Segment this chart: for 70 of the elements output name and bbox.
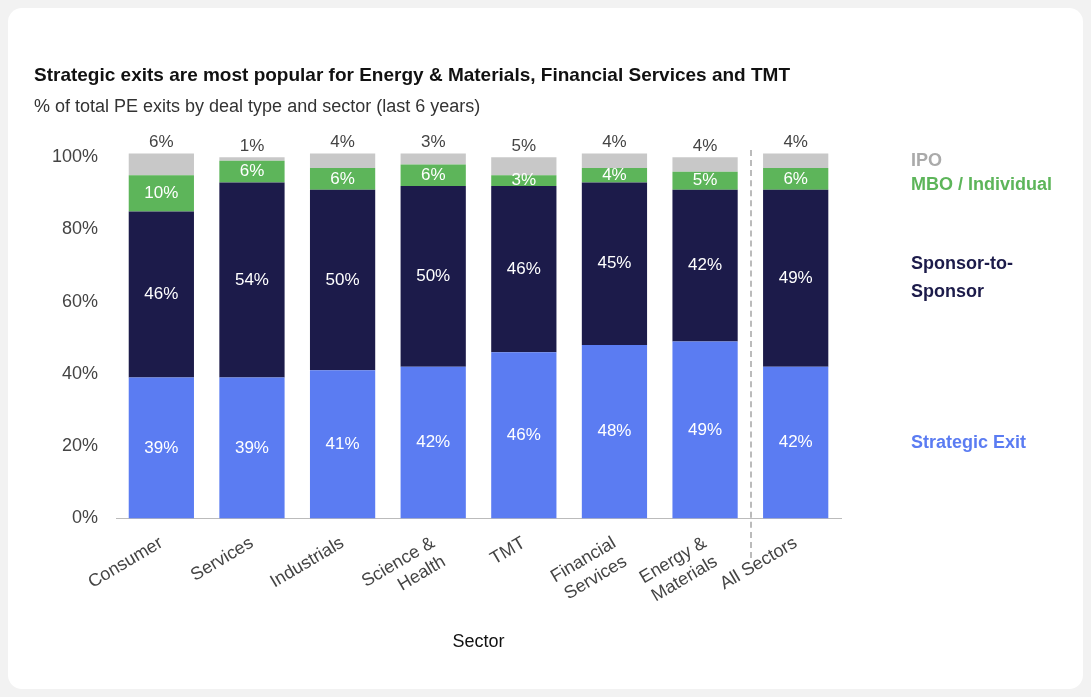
data-label: 3% xyxy=(420,132,446,152)
data-label: 4% xyxy=(692,135,718,155)
data-label: 54% xyxy=(234,269,269,289)
chart-title: Strategic exits are most popular for Energy & Materials, Financial Services and TMT xyxy=(34,64,791,86)
bar xyxy=(581,345,648,519)
bar xyxy=(400,186,466,367)
data-label: 4% xyxy=(602,164,627,184)
x-tick-label: TMT xyxy=(486,532,529,569)
data-label: 1% xyxy=(239,135,265,155)
data-label: 50% xyxy=(416,266,451,286)
bar xyxy=(491,186,557,353)
y-tick-label: 40% xyxy=(62,362,99,383)
data-label: 42% xyxy=(778,432,813,452)
bar xyxy=(309,370,376,519)
data-label: 49% xyxy=(778,267,813,287)
text: MBO / Individual xyxy=(911,173,1053,194)
data-label: 46% xyxy=(506,258,541,278)
data-label: 46% xyxy=(144,284,179,304)
data-label: 5% xyxy=(692,170,718,190)
bar xyxy=(763,189,829,367)
bar xyxy=(581,153,648,169)
bar xyxy=(581,182,648,346)
data-label: 45% xyxy=(597,253,632,273)
data-label: 3% xyxy=(511,170,537,190)
data-label: 41% xyxy=(325,434,360,454)
text: IPO xyxy=(911,149,943,170)
data-label: 6% xyxy=(783,168,808,188)
y-tick-label: 100% xyxy=(51,146,99,167)
bar xyxy=(400,153,466,165)
bar xyxy=(128,153,194,176)
data-label: 4% xyxy=(783,132,808,152)
data-label: 50% xyxy=(325,269,360,289)
data-label: 10% xyxy=(144,183,179,203)
bar xyxy=(763,366,829,519)
chart-subtitle: % of total PE exits by deal type and sector (last 6 years) xyxy=(34,96,481,117)
bar xyxy=(491,352,557,519)
bar xyxy=(672,189,738,342)
data-label: 42% xyxy=(688,255,723,275)
bar xyxy=(309,153,376,169)
data-label: 6% xyxy=(420,164,446,184)
bar xyxy=(309,189,376,371)
data-label: 4% xyxy=(602,132,627,152)
data-label: 4% xyxy=(330,132,355,152)
data-label: 46% xyxy=(506,425,541,445)
data-label: 6% xyxy=(330,168,355,188)
bar xyxy=(128,377,194,519)
text: Strategic Exit xyxy=(911,431,1027,452)
data-label: 42% xyxy=(416,432,451,452)
data-label: 6% xyxy=(149,132,174,152)
bar xyxy=(763,153,829,169)
bar xyxy=(400,366,466,519)
y-tick-label: 80% xyxy=(62,218,99,239)
data-label: 39% xyxy=(144,437,179,457)
data-label: 49% xyxy=(688,419,723,439)
y-tick-label: 20% xyxy=(62,435,99,456)
bar xyxy=(672,341,738,519)
bar xyxy=(128,211,194,378)
data-label: 5% xyxy=(511,135,537,155)
y-tick-label: 0% xyxy=(72,507,99,528)
bar xyxy=(672,157,738,172)
data-label: 6% xyxy=(239,161,265,181)
data-label: 48% xyxy=(597,421,632,441)
y-tick-label: 60% xyxy=(62,290,99,311)
text: Sponsor-to-Sponsor xyxy=(911,253,1013,302)
data-label: 39% xyxy=(234,437,269,457)
bar xyxy=(219,160,285,183)
bar xyxy=(219,157,285,161)
bar xyxy=(219,182,285,378)
bar xyxy=(219,377,285,519)
x-axis-title: Sector xyxy=(452,631,505,652)
